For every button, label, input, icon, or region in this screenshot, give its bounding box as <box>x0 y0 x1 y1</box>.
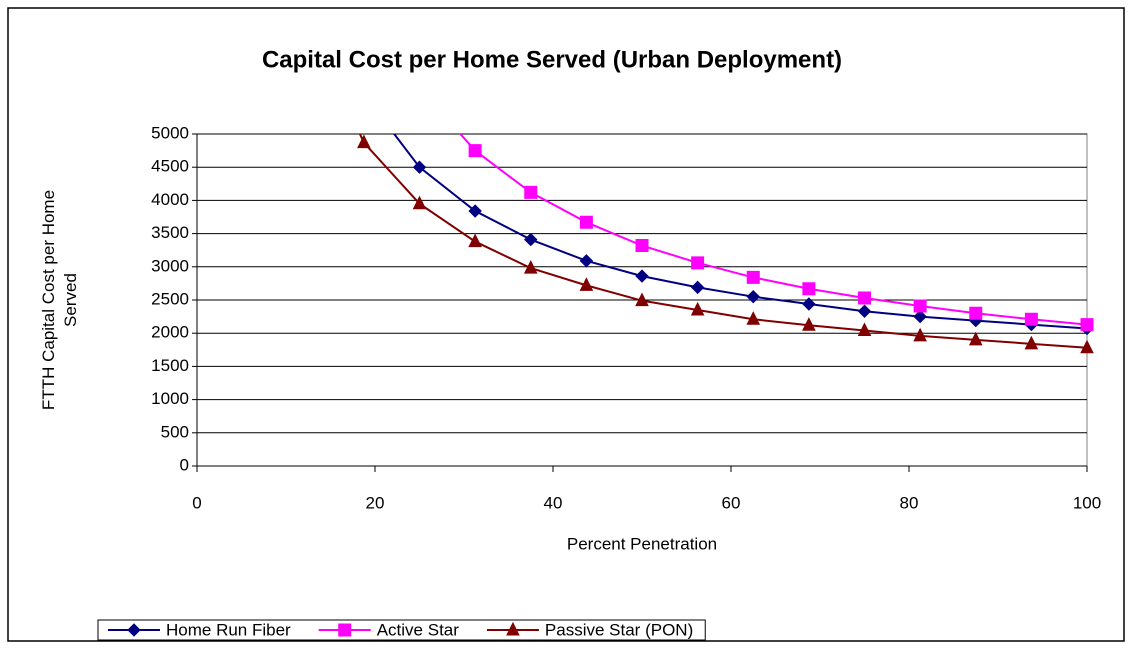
legend-marker <box>338 623 352 637</box>
marker <box>802 297 816 311</box>
y-tick-label: 1500 <box>151 356 189 375</box>
y-tick-label: 4500 <box>151 157 189 176</box>
x-tick-label: 100 <box>1073 493 1101 512</box>
marker <box>357 134 371 149</box>
marker <box>858 291 871 305</box>
legend-label: Passive Star (PON) <box>545 620 693 639</box>
marker <box>635 239 649 253</box>
y-tick-label: 500 <box>161 422 189 441</box>
x-tick-label: 0 <box>192 493 201 512</box>
marker <box>968 331 983 346</box>
marker <box>1080 339 1094 354</box>
marker <box>913 309 927 324</box>
legend-label: Home Run Fiber <box>166 620 291 639</box>
marker <box>523 260 538 274</box>
y-tick-label: 3000 <box>151 256 189 275</box>
y-tick-label: 5000 <box>151 123 189 142</box>
marker <box>690 280 705 295</box>
marker <box>579 215 593 229</box>
series-markers <box>468 144 1094 332</box>
marker <box>746 311 761 325</box>
marker <box>524 232 538 247</box>
x-tick-label: 80 <box>900 493 919 512</box>
marker <box>468 204 482 218</box>
marker <box>1024 312 1038 326</box>
y-tick-label: 1000 <box>151 389 189 408</box>
y-tick-label: 4000 <box>151 190 189 209</box>
marker <box>857 322 872 337</box>
x-tick-label: 40 <box>544 493 563 512</box>
series-line <box>392 134 1088 330</box>
marker <box>524 185 538 199</box>
marker <box>746 270 760 284</box>
marker <box>913 299 927 313</box>
line <box>392 134 1088 330</box>
series-markers <box>357 134 1094 354</box>
marker <box>746 289 760 304</box>
legend-box <box>97 619 706 641</box>
x-tick-label: 20 <box>366 493 385 512</box>
marker <box>468 144 482 158</box>
marker <box>690 301 705 316</box>
marker <box>579 254 594 268</box>
chart-title: Capital Cost per Home Served (Urban Depl… <box>262 46 842 73</box>
y-tick-label: 2500 <box>151 289 189 308</box>
legend-marker <box>127 623 141 637</box>
marker <box>579 277 594 291</box>
marker <box>1080 318 1094 332</box>
marker <box>468 233 482 248</box>
marker <box>691 256 705 270</box>
marker <box>913 327 927 342</box>
y-tick-label: 0 <box>180 455 189 474</box>
marker <box>802 317 816 331</box>
marker <box>635 292 649 307</box>
legend: Home Run Fiber Active Star Passive Star (P… <box>97 619 706 641</box>
marker <box>969 306 983 320</box>
legend-label: Active Star <box>377 620 460 639</box>
y-tick-label: 2000 <box>151 323 189 342</box>
marker <box>412 160 427 174</box>
marker <box>635 269 649 283</box>
marker <box>802 282 816 296</box>
x-tick-label: 60 <box>722 493 741 512</box>
y-tick-label: 3500 <box>151 223 189 242</box>
legend-marker <box>506 621 520 636</box>
marker <box>857 304 872 318</box>
marker <box>1024 335 1039 350</box>
y-axis-label: FTTH Capital Cost per Home Served <box>39 190 80 410</box>
marker <box>412 195 427 210</box>
x-axis-label: Percent Penetration <box>567 534 717 553</box>
